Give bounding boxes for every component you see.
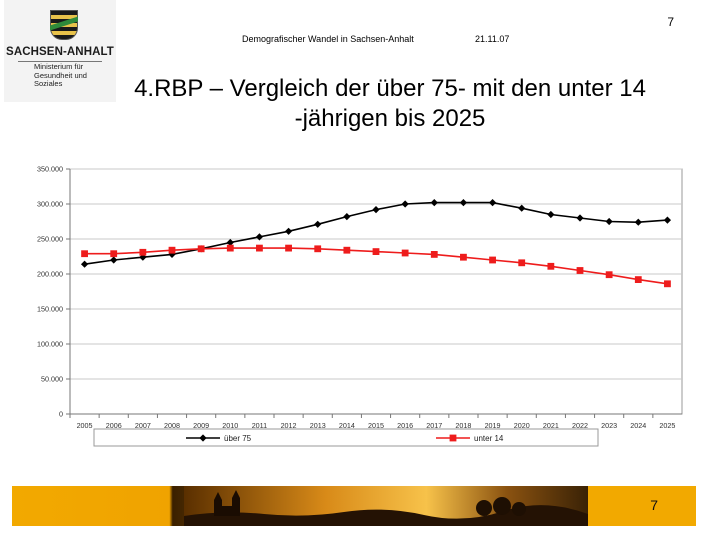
header-date: 21.11.07 (475, 34, 510, 44)
data-point (518, 204, 526, 212)
x-tick-label: 2012 (281, 421, 297, 430)
data-point (343, 246, 351, 254)
slide-title-line-2: -jährigen bis 2025 (294, 105, 486, 132)
data-point (197, 245, 205, 253)
data-point (110, 250, 118, 258)
data-point (284, 227, 293, 235)
data-point (605, 217, 613, 226)
data-point (605, 271, 613, 279)
x-tick-label: 2024 (630, 421, 646, 430)
data-point (459, 199, 468, 207)
data-point (460, 253, 467, 261)
data-point (314, 245, 322, 253)
y-tick-label: 250.000 (37, 235, 63, 244)
data-point (576, 267, 584, 274)
x-tick-label: 2016 (397, 421, 413, 430)
data-point (81, 250, 88, 258)
data-point (285, 244, 292, 252)
chart-container: 0 50.000 100.000 150.000 200.000 250.000 300.0… (26, 158, 690, 463)
legend-box (93, 428, 599, 447)
footer-landscape-image (184, 486, 588, 526)
x-tick-label: 2018 (455, 421, 471, 430)
data-point (401, 249, 409, 257)
data-point (488, 199, 497, 207)
x-tick-label: 2021 (543, 421, 559, 430)
data-point (634, 276, 642, 283)
x-tick-label: 2019 (485, 421, 501, 430)
y-tick-label: 200.000 (37, 270, 63, 279)
logo-name: SACHSEN-ANHALT (6, 46, 114, 58)
data-point (110, 256, 118, 264)
x-tick-label: 2023 (601, 421, 617, 430)
legend-label: unter 14 (474, 434, 504, 443)
data-point (372, 206, 380, 214)
data-point (226, 238, 234, 247)
legend-label: über 75 (224, 434, 252, 443)
data-point (547, 210, 555, 219)
logo-subtitle-line-2: Gesundheit und Soziales (34, 70, 87, 89)
footer-bar: 7 (12, 486, 696, 526)
x-tick-label: 2014 (339, 421, 355, 430)
data-point (547, 262, 555, 270)
data-point (518, 259, 526, 267)
coat-of-arms-icon (50, 10, 78, 40)
data-point (226, 244, 234, 252)
data-point (314, 220, 322, 228)
legend-marker (449, 434, 457, 442)
x-tick-label: 2010 (222, 421, 238, 430)
data-point (489, 256, 496, 264)
y-tick-label: 100.000 (37, 340, 63, 349)
data-point (664, 280, 671, 288)
x-tick-label: 2005 (77, 421, 93, 430)
y-tick-label: 0 (59, 410, 63, 419)
x-tick-label: 2020 (514, 421, 530, 430)
x-tick-label: 2022 (572, 421, 588, 430)
header-subject: Demografischer Wandel in Sachsen-Anhalt (242, 34, 414, 44)
x-tick-label: 2009 (193, 421, 209, 430)
data-point (663, 216, 672, 224)
plot-area (69, 168, 683, 415)
legend-marker (199, 434, 207, 442)
x-tick-label: 2008 (164, 421, 180, 430)
data-point (168, 246, 176, 254)
data-point (576, 214, 584, 222)
data-point (634, 218, 642, 226)
data-point (139, 248, 147, 256)
x-tick-label: 2007 (135, 421, 151, 430)
y-tick-label: 300.000 (37, 200, 63, 209)
y-tick-label: 350.000 (37, 165, 63, 174)
logo-subtitle-line-1: Ministerium für (34, 62, 84, 71)
data-point (430, 251, 438, 258)
logo-divider (18, 61, 102, 62)
x-tick-label: 2013 (310, 421, 326, 430)
logo-subtitle: Ministerium für Gesundheit und Soziales (34, 62, 116, 89)
y-tick-label: 150.000 (37, 305, 63, 314)
x-tick-label: 2006 (106, 421, 122, 430)
y-tick-label: 50.000 (41, 375, 63, 384)
x-tick-label: 2025 (659, 421, 675, 430)
page-number-footer: 7 (650, 497, 658, 513)
x-tick-label: 2017 (426, 421, 442, 430)
sachsen-anhalt-logo: SACHSEN-ANHALT Ministerium für Gesundhei… (4, 0, 116, 102)
data-point (401, 200, 409, 208)
data-point (256, 244, 263, 252)
x-tick-label: 2015 (368, 421, 384, 430)
slide-title: 4.RBP – Vergleich der über 75- mit den u… (80, 74, 700, 134)
x-tick-label: 2011 (252, 421, 267, 430)
slide-title-line-1: 4.RBP – Vergleich der über 75- mit den u… (134, 75, 646, 102)
data-point (430, 199, 438, 207)
data-point (372, 248, 380, 255)
page-number-top: 7 (667, 15, 674, 29)
data-point (343, 213, 351, 221)
line-chart: 0 50.000 100.000 150.000 200.000 250.000 300.0… (37, 165, 683, 447)
